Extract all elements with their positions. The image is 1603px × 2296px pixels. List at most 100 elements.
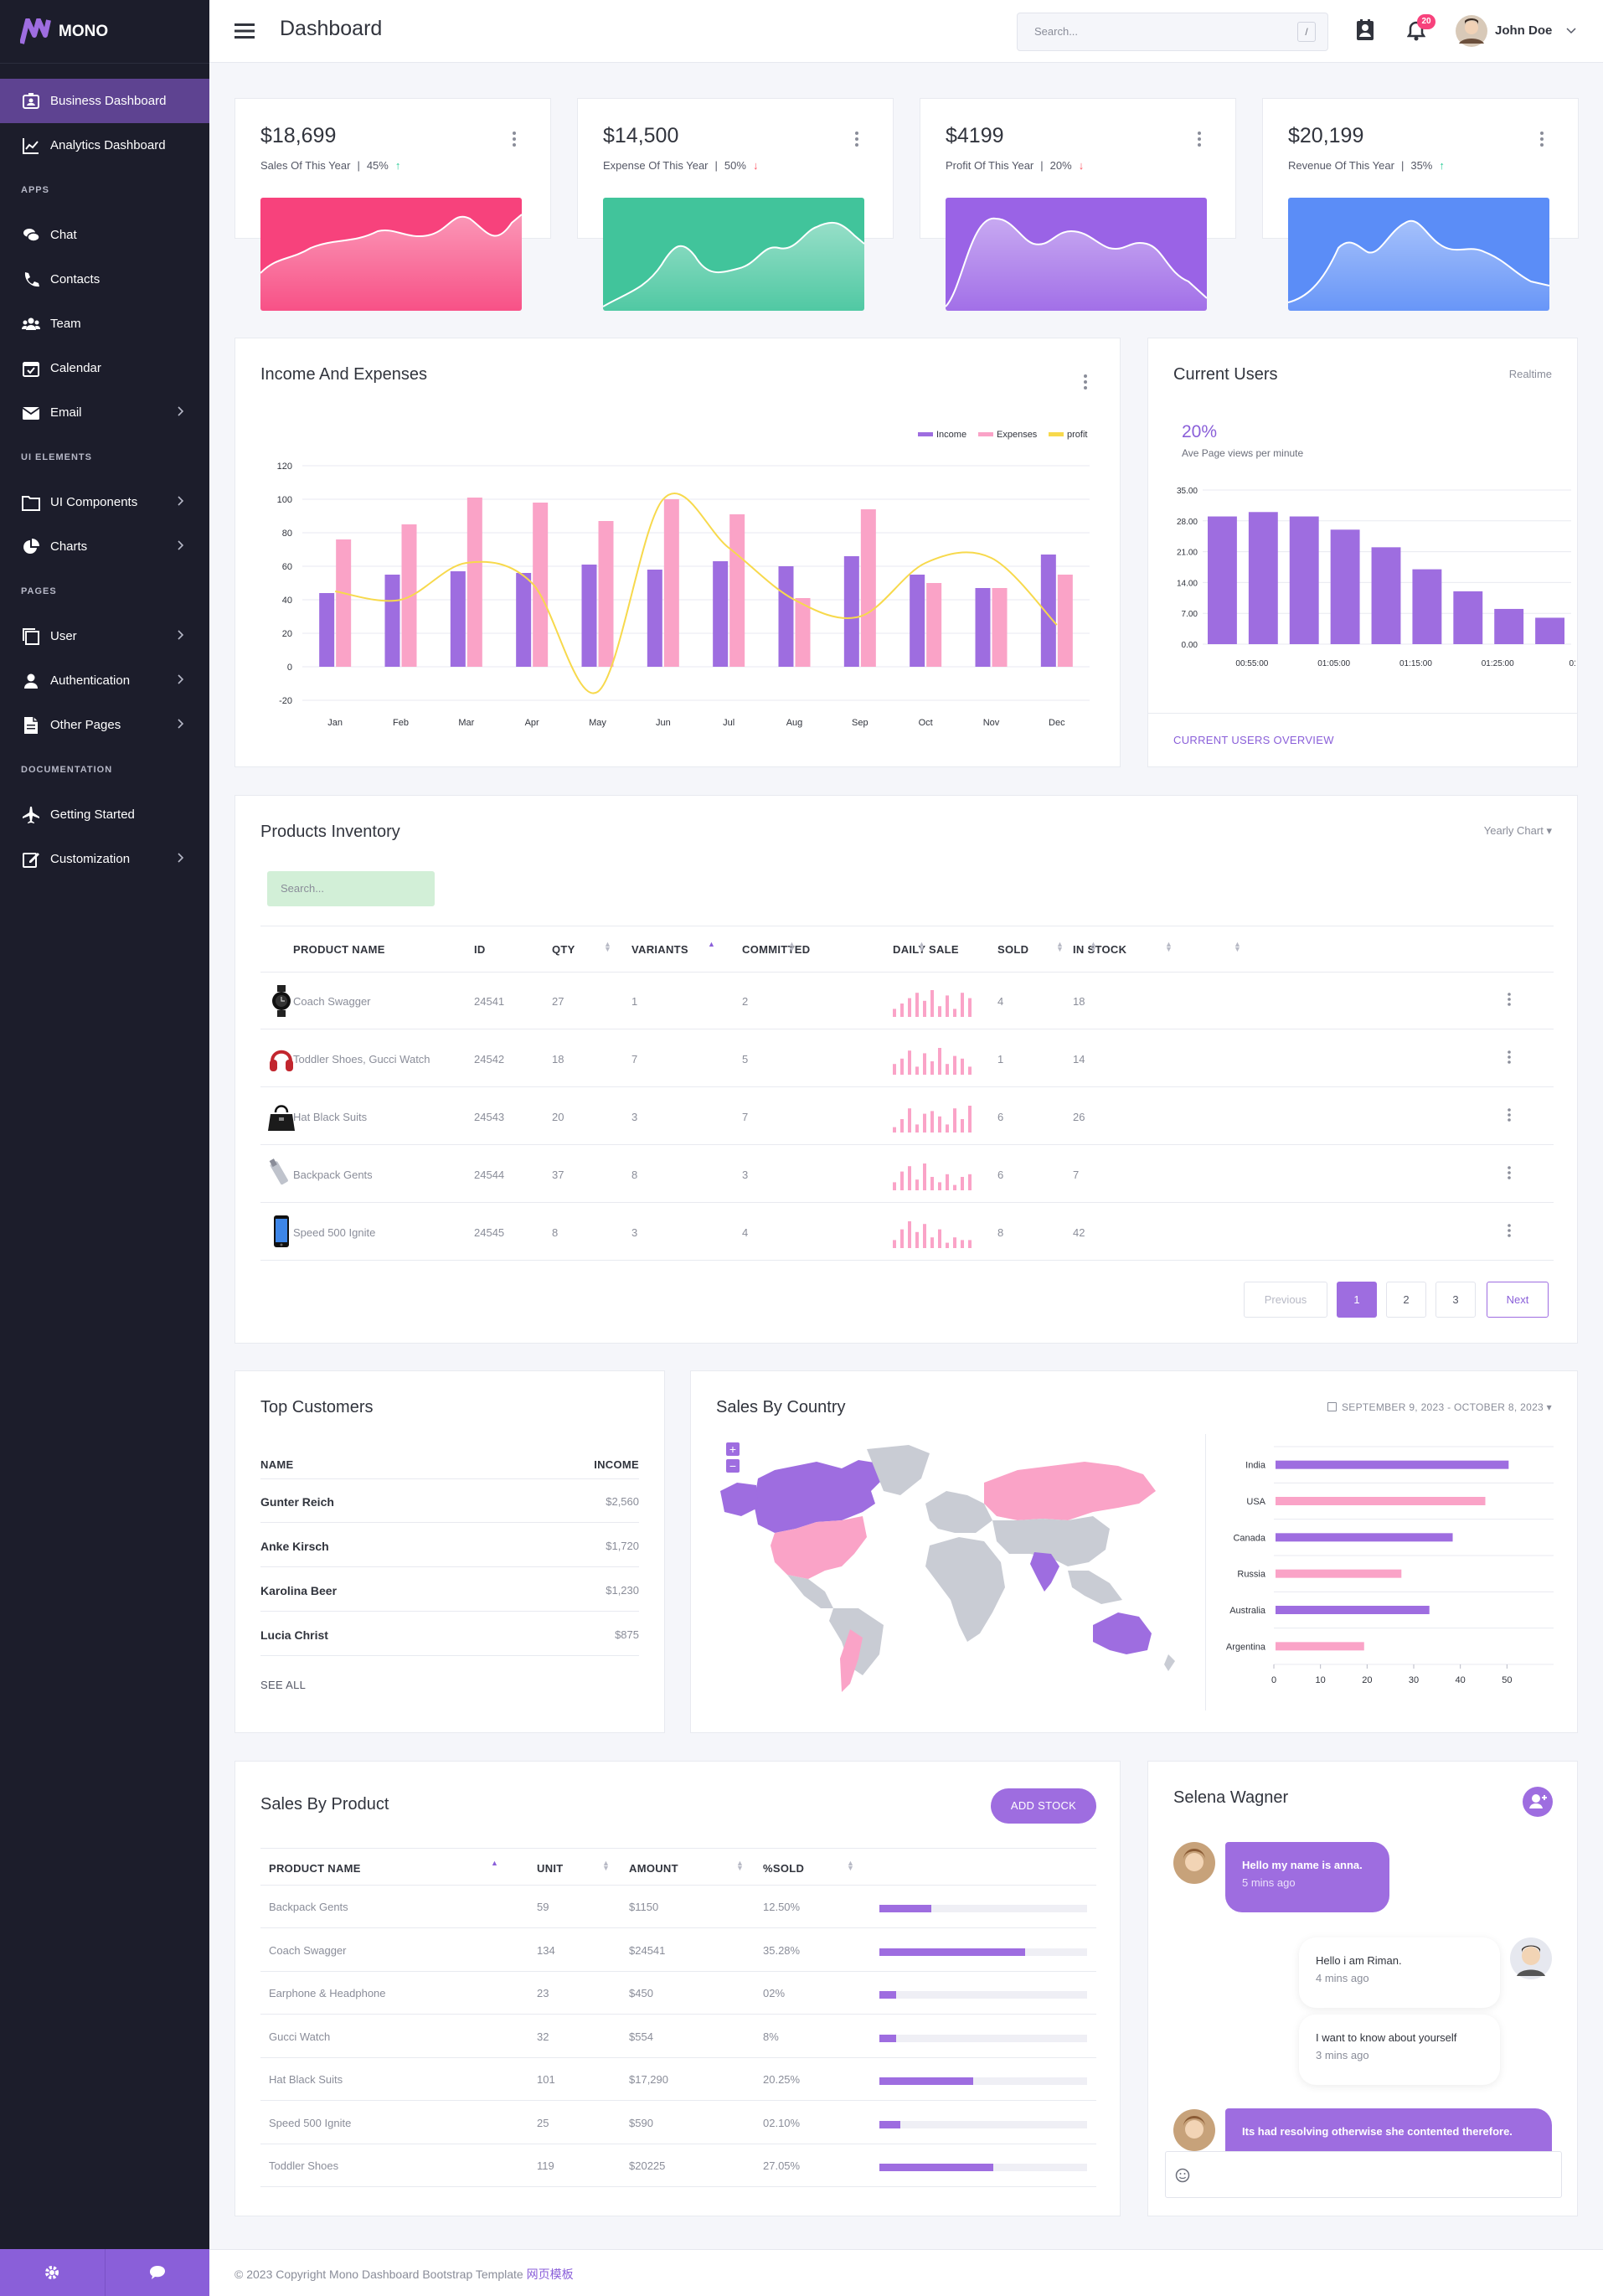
country-bar[interactable] bbox=[1276, 1606, 1430, 1614]
users-bar[interactable] bbox=[1289, 516, 1319, 644]
table-row[interactable]: Hat Black Suits 24543 20 3 7 6 26 bbox=[260, 1087, 1554, 1145]
map-india[interactable] bbox=[1030, 1552, 1059, 1592]
avatar[interactable] bbox=[1456, 15, 1487, 47]
bar-expenses[interactable] bbox=[466, 498, 482, 667]
bar-income[interactable] bbox=[384, 575, 400, 667]
sort-icon[interactable]: ▲ ▼ bbox=[1165, 940, 1173, 953]
table-row[interactable]: Speed 500 Ignite 24545 8 3 4 8 42 bbox=[260, 1203, 1554, 1261]
pagination-previous[interactable]: Previous bbox=[1244, 1282, 1327, 1318]
map-southeast-asia[interactable] bbox=[1068, 1571, 1122, 1604]
bar-income[interactable] bbox=[450, 571, 466, 667]
sidebar-item-ui-components[interactable]: UI Components bbox=[0, 480, 209, 524]
users-bar[interactable] bbox=[1494, 608, 1524, 644]
bar-expenses[interactable] bbox=[1057, 575, 1073, 667]
sort-icon[interactable]: ▲ ▼ bbox=[1090, 940, 1097, 953]
pagination-page[interactable]: 3 bbox=[1435, 1282, 1476, 1318]
add-user-icon[interactable] bbox=[1523, 1787, 1553, 1817]
map-middle-east-asia[interactable] bbox=[992, 1516, 1110, 1566]
column-header[interactable]: PRODUCT NAME bbox=[293, 943, 385, 956]
chat-input[interactable] bbox=[1165, 2151, 1562, 2198]
sort-icon[interactable]: ▲ bbox=[491, 1859, 498, 1867]
customer-row[interactable]: Anke Kirsch $1,720 bbox=[260, 1523, 639, 1567]
bar-expenses[interactable] bbox=[663, 499, 679, 667]
hamburger-icon[interactable] bbox=[235, 23, 255, 39]
sidebar-item-calendar[interactable]: Calendar bbox=[0, 346, 209, 390]
sidebar-item-authentication[interactable]: Authentication bbox=[0, 658, 209, 703]
inventory-search-input[interactable]: Search... bbox=[267, 871, 435, 906]
sidebar-item-contacts[interactable]: Contacts bbox=[0, 257, 209, 302]
column-header[interactable]: SOLD bbox=[997, 943, 1029, 956]
map-alaska[interactable] bbox=[720, 1483, 758, 1516]
world-map[interactable] bbox=[716, 1445, 1185, 1696]
bar-income[interactable] bbox=[910, 575, 925, 667]
users-bar[interactable] bbox=[1535, 617, 1564, 644]
table-row[interactable]: Backpack Gents 59 $1150 12.50% bbox=[260, 1885, 1096, 1928]
kebab-menu-icon[interactable] bbox=[1197, 131, 1202, 147]
kebab-menu-icon[interactable] bbox=[1539, 131, 1544, 147]
bar-income[interactable] bbox=[713, 561, 729, 667]
bar-expenses[interactable] bbox=[729, 514, 745, 667]
sort-icon[interactable]: ▲ ▼ bbox=[604, 940, 611, 953]
sort-icon[interactable]: ▲ ▼ bbox=[788, 940, 796, 953]
sort-icon[interactable]: ▲ ▼ bbox=[1056, 940, 1064, 953]
map-usa[interactable] bbox=[771, 1516, 867, 1579]
chevron-down-icon[interactable] bbox=[1566, 28, 1576, 34]
map-canada[interactable] bbox=[754, 1460, 884, 1533]
map-greenland[interactable] bbox=[867, 1445, 930, 1495]
table-row[interactable]: Coach Swagger 134 $24541 35.28% bbox=[260, 1928, 1096, 1972]
table-row[interactable]: Backpack Gents 24544 37 8 3 6 7 bbox=[260, 1145, 1554, 1203]
add-stock-button[interactable]: ADD STOCK bbox=[991, 1788, 1096, 1824]
sort-icon[interactable]: ▲ ▼ bbox=[736, 1859, 744, 1872]
table-row[interactable]: Toddler Shoes, Gucci Watch 24542 18 7 5 1 14 bbox=[260, 1029, 1554, 1087]
pagination-next[interactable]: Next bbox=[1487, 1282, 1549, 1318]
sort-icon[interactable]: ▲ ▼ bbox=[602, 1859, 610, 1872]
row-kebab-icon[interactable] bbox=[1507, 1050, 1512, 1065]
sidebar-item-business-dashboard[interactable]: Business Dashboard bbox=[0, 79, 209, 123]
country-bar[interactable] bbox=[1276, 1497, 1486, 1505]
bar-income[interactable] bbox=[581, 565, 597, 667]
bar-income[interactable] bbox=[1040, 555, 1056, 667]
table-row[interactable]: Speed 500 Ignite 25 $590 02.10% bbox=[260, 2101, 1096, 2144]
bar-expenses[interactable] bbox=[336, 539, 352, 667]
bar-income[interactable] bbox=[975, 588, 991, 667]
users-bar[interactable] bbox=[1248, 512, 1278, 644]
kebab-menu-icon[interactable] bbox=[854, 131, 859, 147]
sidebar-item-user[interactable]: User bbox=[0, 614, 209, 658]
date-range-picker[interactable]: SEPTEMBER 9, 2023 - OCTOBER 8, 2023 ▾ bbox=[1327, 1401, 1552, 1413]
column-header[interactable]: DAILY SALE bbox=[893, 943, 959, 956]
sidebar-item-team[interactable]: Team bbox=[0, 302, 209, 346]
map-new-zealand[interactable] bbox=[1164, 1654, 1175, 1671]
pagination-page[interactable]: 2 bbox=[1386, 1282, 1426, 1318]
bar-expenses[interactable] bbox=[860, 509, 876, 667]
column-header[interactable]: ID bbox=[474, 943, 486, 956]
map-europe[interactable] bbox=[925, 1491, 992, 1533]
search-input[interactable]: Search... / bbox=[1017, 13, 1328, 51]
bar-income[interactable] bbox=[516, 573, 532, 667]
bar-expenses[interactable] bbox=[795, 598, 811, 667]
country-bar[interactable] bbox=[1276, 1569, 1402, 1578]
sort-icon[interactable]: ▲ ▼ bbox=[918, 940, 925, 953]
country-bar[interactable] bbox=[1276, 1642, 1364, 1651]
customer-row[interactable]: Karolina Beer $1,230 bbox=[260, 1567, 639, 1612]
table-row[interactable]: Coach Swagger 24541 27 1 2 4 18 bbox=[260, 972, 1554, 1029]
sort-icon[interactable]: ▲ bbox=[708, 940, 715, 948]
user-name[interactable]: John Doe bbox=[1495, 23, 1553, 38]
contacts-icon[interactable] bbox=[1356, 19, 1374, 41]
map-russia[interactable] bbox=[984, 1462, 1156, 1520]
bar-income[interactable] bbox=[647, 570, 662, 667]
bar-expenses[interactable] bbox=[401, 524, 417, 667]
country-bar[interactable] bbox=[1276, 1533, 1453, 1542]
sidebar-item-other-pages[interactable]: Other Pages bbox=[0, 703, 209, 747]
column-header[interactable]: QTY bbox=[552, 943, 575, 956]
kebab-menu-icon[interactable] bbox=[512, 131, 517, 147]
column-header[interactable]: AMOUNT bbox=[629, 1862, 678, 1875]
bar-expenses[interactable] bbox=[926, 583, 942, 667]
column-header[interactable]: PRODUCT NAME bbox=[269, 1862, 361, 1875]
chat-toggle-button[interactable] bbox=[105, 2249, 209, 2296]
table-row[interactable]: Gucci Watch 32 $554 8% bbox=[260, 2015, 1096, 2058]
users-bar[interactable] bbox=[1412, 569, 1442, 644]
customer-row[interactable]: Gunter Reich $2,560 bbox=[260, 1478, 639, 1523]
sidebar-item-analytics-dashboard[interactable]: Analytics Dashboard bbox=[0, 123, 209, 168]
column-header[interactable]: UNIT bbox=[537, 1862, 564, 1875]
users-bar[interactable] bbox=[1330, 529, 1360, 644]
